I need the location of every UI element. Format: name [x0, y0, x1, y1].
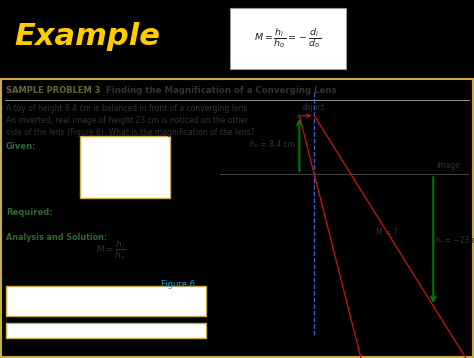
Text: side of the lens (Figure 6). What is the magnification of the lens?: side of the lens (Figure 6). What is the… [6, 129, 255, 137]
Text: Given:: Given: [6, 142, 36, 151]
Text: $M = \dfrac{h_i}{h_o} = -\dfrac{d_i}{d_o}$: $M = \dfrac{h_i}{h_o} = -\dfrac{d_i}{d_o… [255, 26, 321, 50]
Text: A toy of height 8.4 cm is balanced in front of a converging lens.: A toy of height 8.4 cm is balanced in fr… [6, 105, 250, 113]
Text: Example: Example [14, 23, 160, 52]
Text: Finding the Magnification of a Converging Lens: Finding the Magnification of a Convergin… [100, 86, 337, 95]
Text: hᵢ = −23 cm: hᵢ = −23 cm [436, 236, 474, 245]
Text: hₒ = 8.4 cm: hₒ = 8.4 cm [250, 140, 295, 150]
FancyBboxPatch shape [6, 286, 206, 316]
FancyBboxPatch shape [6, 323, 206, 338]
Text: M = ?: M = ? [376, 228, 398, 237]
Text: Figure 6: Figure 6 [161, 280, 195, 289]
Text: An inverted, real image of height 23 cm is noticed on the other: An inverted, real image of height 23 cm … [6, 116, 248, 125]
Text: $M = \dfrac{h_i}{h_o}$: $M = \dfrac{h_i}{h_o}$ [96, 238, 127, 262]
Text: SAMPLE PROBLEM 3: SAMPLE PROBLEM 3 [6, 86, 100, 95]
Text: Analysis and Solution:: Analysis and Solution: [6, 233, 107, 242]
Text: image: image [436, 161, 460, 170]
Text: object: object [301, 103, 325, 112]
FancyBboxPatch shape [80, 136, 170, 198]
FancyBboxPatch shape [230, 8, 346, 69]
Text: Required:: Required: [6, 208, 53, 217]
